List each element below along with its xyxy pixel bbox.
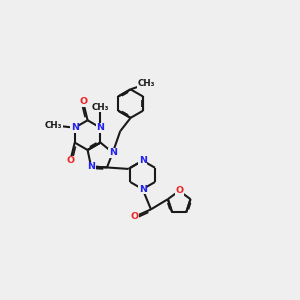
Text: N: N <box>97 123 104 132</box>
Text: O: O <box>130 212 139 221</box>
Text: O: O <box>66 157 74 166</box>
Text: N: N <box>109 148 117 157</box>
Text: N: N <box>139 184 147 194</box>
Text: CH₃: CH₃ <box>137 80 155 88</box>
Text: CH₃: CH₃ <box>45 121 62 130</box>
Text: N: N <box>139 156 147 165</box>
Text: O: O <box>79 97 87 106</box>
Text: N: N <box>87 162 95 171</box>
Text: N: N <box>71 123 79 132</box>
Text: CH₃: CH₃ <box>92 103 109 112</box>
Text: O: O <box>175 186 183 195</box>
